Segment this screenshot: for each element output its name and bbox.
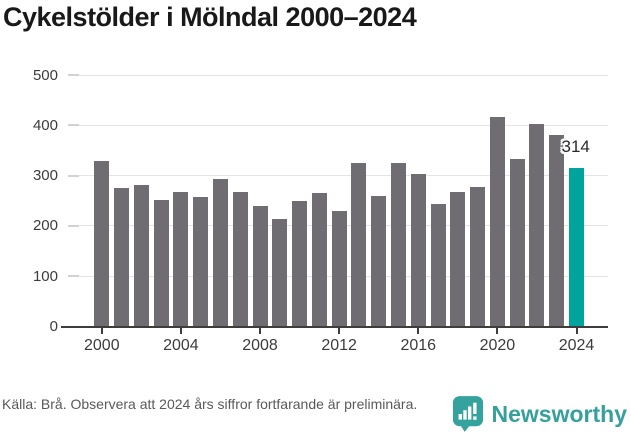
bar-2004 [173, 191, 189, 326]
x-axis-label: 2000 [84, 337, 120, 354]
bar-2020 [489, 117, 505, 326]
x-axis-label: 2008 [242, 337, 278, 354]
bar-2015 [391, 162, 406, 326]
bar-2017 [430, 204, 446, 326]
plot-area: 0 100 200 300 400 500 2000 2004 2008 2012 2016 2020… [32, 66, 608, 354]
x-tick-2020 [496, 328, 499, 334]
bar-2023 [549, 134, 565, 326]
x-tick-2008 [259, 328, 262, 334]
bar-2002 [133, 184, 149, 326]
y-axis-label: 100 [32, 267, 58, 285]
gridline-500 [68, 74, 608, 76]
y-axis-label: 0 [49, 318, 58, 335]
bar-2019 [470, 186, 486, 326]
bar-2014 [371, 196, 387, 326]
x-axis-label: 2020 [479, 337, 516, 354]
x-tick-2000 [100, 328, 103, 334]
bar-2011 [311, 192, 327, 326]
newsworthy-logo-icon [452, 395, 484, 432]
x-tick-2016 [417, 328, 420, 334]
bar-2001 [114, 187, 130, 326]
bar-2007 [232, 191, 248, 326]
bar-2006 [212, 178, 228, 326]
bar-2022 [529, 124, 545, 326]
gridline-400 [68, 124, 608, 126]
y-tick-200 [68, 224, 79, 227]
gridline-300 [68, 175, 608, 177]
source-note: Källa: Brå. Observera att 2024 års siffr… [2, 396, 418, 412]
y-tick-300 [68, 174, 79, 177]
y-axis-label: 500 [32, 66, 58, 84]
y-axis-label: 300 [32, 167, 58, 185]
bar-2000 [94, 160, 110, 326]
value-label-2024: 314 [561, 137, 590, 157]
y-tick-400 [68, 124, 79, 127]
x-tick-2012 [338, 328, 341, 334]
y-axis-label: 200 [32, 217, 58, 235]
newsworthy-logo: Newsworthy [452, 395, 629, 432]
x-axis-label: 2024 [558, 337, 595, 354]
bar-2010 [292, 201, 308, 326]
x-axis-label: 2012 [321, 337, 357, 354]
y-axis-label: 400 [32, 116, 58, 134]
x-tick-2004 [179, 328, 182, 334]
y-tick-100 [68, 275, 79, 278]
bar-2021 [509, 158, 525, 326]
bar-2003 [153, 200, 169, 326]
bar-2018 [450, 191, 466, 326]
footer: Källa: Brå. Observera att 2024 års siffr… [0, 393, 631, 439]
newsworthy-logo-text: Newsworthy [491, 400, 627, 427]
x-axis-line [61, 326, 608, 328]
x-tick-2024 [575, 328, 578, 334]
bar-2008 [252, 206, 268, 326]
chart-title: Cykelstölder i Mölndal 2000–2024 [3, 2, 417, 32]
y-tick-500 [68, 74, 79, 76]
x-axis-label: 2004 [163, 337, 199, 354]
x-axis-label: 2016 [400, 337, 437, 354]
bar-2012 [331, 211, 347, 326]
bar-2009 [272, 218, 288, 326]
bar-2005 [193, 197, 209, 326]
bar-2016 [410, 174, 426, 326]
bar-2013 [351, 163, 367, 326]
bar-2024 [569, 168, 585, 326]
